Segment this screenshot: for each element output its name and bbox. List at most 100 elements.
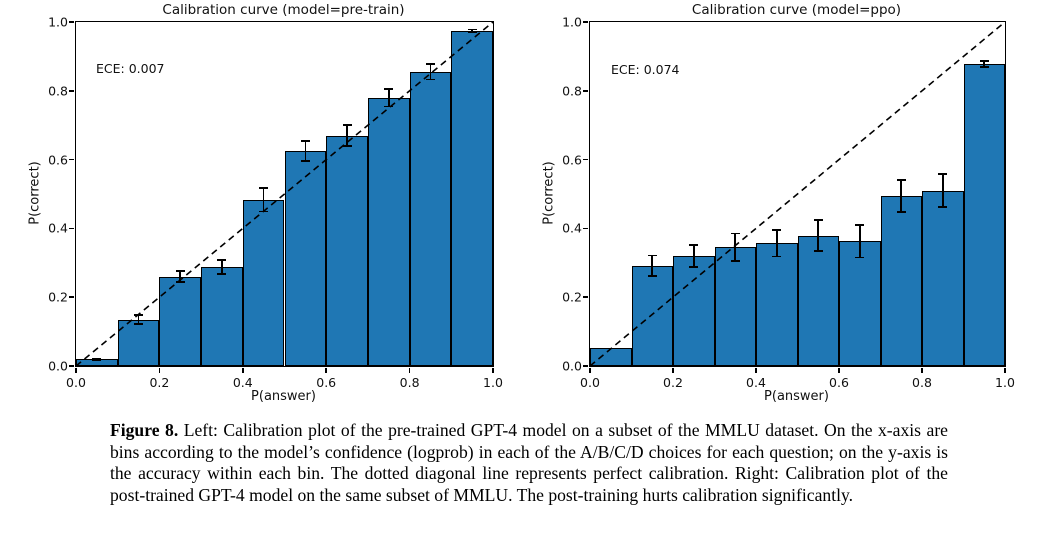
error-bar-cap-7-low: [896, 210, 906, 213]
error-bar-cap-5-high: [300, 140, 310, 142]
error-bar-4: [775, 229, 778, 258]
bar-bin-1: [117, 319, 160, 366]
x-tick-label: 1.0: [995, 375, 1015, 390]
bar-bin-5: [284, 151, 327, 366]
x-tick-label: 0.6: [829, 375, 849, 390]
y-tick: [583, 365, 588, 367]
x-tick-label: 0.2: [663, 375, 683, 390]
figure-caption-label: Figure 8.: [110, 420, 179, 440]
error-bar-cap-0-low: [92, 358, 102, 361]
error-bar-cap-1-low: [134, 323, 144, 326]
bar-bin-6: [326, 135, 368, 366]
x-tick-label: 0.0: [580, 375, 600, 390]
error-bar-cap-9-low: [467, 30, 477, 33]
error-bar-6: [858, 223, 861, 259]
error-bar-cap-2-low: [175, 281, 185, 284]
y-tick-label: 0.8: [48, 83, 68, 99]
chart-title-pretrain: Calibration curve (model=pre-train): [162, 2, 405, 18]
x-tick: [1004, 368, 1006, 373]
error-bar-cap-4-high: [259, 187, 269, 190]
error-bar-cap-7-high: [384, 88, 394, 90]
y-tick-label: 1.0: [562, 14, 582, 30]
y-tick: [69, 296, 74, 298]
bar-bin-2: [673, 255, 715, 366]
x-tick-label: 0.2: [149, 375, 170, 390]
x-tick-label: 0.8: [912, 375, 932, 390]
y-tick: [69, 21, 74, 23]
error-bar-cap-9-low: [979, 66, 989, 69]
x-tick: [921, 368, 923, 373]
error-bar-5: [817, 219, 820, 252]
error-bar-2: [179, 270, 182, 284]
y-tick-label: 0.4: [48, 220, 68, 236]
error-bar-cap-6-low: [342, 145, 352, 147]
bar-bin-8: [409, 71, 452, 366]
error-bar-cap-4-high: [772, 229, 782, 231]
error-bar-5: [304, 140, 307, 163]
error-bar-cap-2-high: [175, 270, 185, 272]
perfect-calibration-diagonal: [589, 21, 1006, 367]
x-tick-label: 0.4: [746, 375, 766, 390]
error-bar-1: [651, 254, 654, 277]
y-tick-label: 0.0: [48, 358, 68, 374]
y-tick-label: 0.4: [562, 220, 582, 236]
y-tick: [583, 90, 588, 92]
y-tick: [69, 227, 74, 230]
x-tick: [325, 368, 327, 373]
error-bar-cap-6-low: [855, 256, 865, 259]
error-bar-cap-8-low: [938, 206, 948, 208]
y-tick-label: 0.2: [562, 289, 582, 305]
y-tick: [69, 158, 74, 161]
y-tick-label: 0.6: [562, 152, 582, 168]
bar-bin-4: [756, 243, 798, 366]
y-tick-label: 0.2: [48, 289, 68, 305]
error-bar-cap-3-low: [217, 272, 227, 275]
error-bar-cap-7-low: [384, 105, 394, 108]
y-tick: [69, 365, 74, 367]
bar-bin-9: [451, 30, 493, 366]
y-tick-label: 0.8: [562, 83, 582, 99]
error-bar-9: [983, 59, 986, 69]
x-tick: [755, 368, 757, 373]
chart-title-ppo: Calibration curve (model=ppo): [691, 2, 902, 18]
y-tick-label: 1.0: [48, 14, 68, 30]
y-tick: [583, 296, 588, 298]
error-bar-cap-1-high: [647, 254, 657, 257]
y-axis-label-pretrain: P(correct): [27, 161, 43, 225]
ece-annotation-ppo: ECE: 0.074: [611, 62, 680, 77]
x-axis-label-ppo: P(answer): [764, 389, 829, 404]
y-tick: [583, 227, 588, 230]
error-bar-7: [900, 178, 903, 213]
x-tick: [672, 368, 674, 373]
error-bar-3: [734, 232, 737, 263]
error-bar-cap-5-high: [813, 219, 823, 222]
error-bar-cap-6-high: [855, 223, 865, 226]
calibration-chart-ppo: Calibration curve (model=ppo) ECE: 0.074…: [527, 0, 1054, 412]
bar-bin-5: [797, 235, 839, 366]
x-tick: [158, 368, 161, 373]
plot-area-ppo: ECE: 0.074 0.0 0.2 0.4 0.6 0.8 1.0 0.0 0.2 0.4 0.…: [562, 15, 1015, 391]
error-bar-1: [137, 314, 140, 326]
x-tick: [75, 368, 77, 373]
error-bar-cap-9-high: [467, 28, 477, 31]
x-axis-label-pretrain: P(answer): [251, 389, 316, 404]
error-bar-cap-7-high: [896, 178, 906, 181]
x-tick: [408, 368, 411, 373]
bar-bin-7: [880, 195, 922, 366]
error-bar-cap-2-low: [689, 265, 699, 268]
x-tick: [492, 368, 494, 373]
error-bar-7: [387, 88, 390, 108]
x-tick: [242, 368, 244, 373]
error-bar-8: [941, 173, 944, 208]
y-axis-label-ppo: P(correct): [541, 161, 557, 225]
error-bar-cap-5-low: [813, 250, 823, 252]
error-bar-cap-3-high: [217, 259, 227, 262]
perfect-calibration-diagonal: [75, 21, 494, 367]
bar-bin-9: [963, 63, 1005, 366]
error-bar-cap-8-high: [938, 173, 948, 176]
error-bar-6: [346, 124, 348, 147]
x-tick-label: 0.4: [232, 375, 253, 390]
y-tick: [69, 90, 74, 92]
calibration-chart-pretrain: Calibration curve (model=pre-train) ECE:…: [0, 0, 527, 412]
error-bar-4: [262, 187, 265, 213]
